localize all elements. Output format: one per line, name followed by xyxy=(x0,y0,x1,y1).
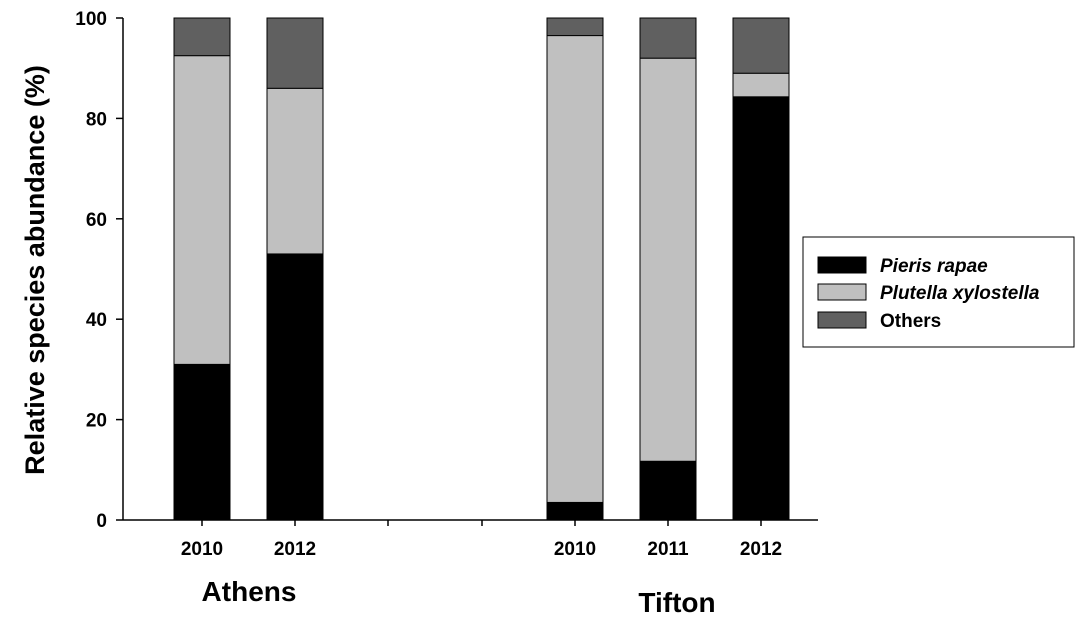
bar-segment-tifton-2010-s2 xyxy=(546,17,604,37)
bar-segment-tifton-2011-s2 xyxy=(639,17,697,59)
x-tick-label: 2010 xyxy=(554,539,596,560)
group-label-tifton: Tifton xyxy=(638,587,715,618)
bar-segment-athens-2010-s1 xyxy=(173,55,231,365)
x-tick-label: 2010 xyxy=(181,539,223,560)
y-axis-title: Relative species abundance (%) xyxy=(20,65,50,475)
legend-label: Pieris rapae xyxy=(880,256,988,277)
bar-segment-athens-2012-s1 xyxy=(266,87,324,255)
bar-segment-tifton-2012-s0 xyxy=(732,96,790,521)
legend-swatch xyxy=(817,283,867,301)
x-tick-label: 2012 xyxy=(274,539,316,560)
bar-segment-athens-2010-s2 xyxy=(173,17,231,57)
y-tick-label: 40 xyxy=(86,310,107,331)
bar-segment-athens-2012-s0 xyxy=(266,253,324,521)
legend: Pieris rapae Plutella xylostella Others xyxy=(802,236,1075,348)
y-tick-label: 0 xyxy=(96,511,107,532)
axes-layer xyxy=(122,18,818,521)
x-ticks: 2010 2012 2010 2011 2012 xyxy=(181,520,782,560)
y-tick-label: 100 xyxy=(75,9,107,30)
legend-swatch xyxy=(817,311,867,329)
x-tick-label: 2012 xyxy=(740,539,782,560)
bars-layer xyxy=(173,17,790,521)
bar-segment-tifton-2010-s0 xyxy=(546,501,604,521)
bar-segment-tifton-2011-s0 xyxy=(639,460,697,521)
y-tick-label: 80 xyxy=(86,109,107,130)
y-tick-label: 60 xyxy=(86,210,107,231)
bar-segment-tifton-2012-s2 xyxy=(732,17,790,74)
legend-label: Others xyxy=(880,311,941,332)
bar-segment-tifton-2012-s1 xyxy=(732,72,790,98)
x-tick-label: 2011 xyxy=(647,539,689,560)
bar-segment-athens-2012-s2 xyxy=(266,17,324,89)
bar-segment-tifton-2011-s1 xyxy=(639,57,697,462)
bar-segment-tifton-2010-s1 xyxy=(546,35,604,503)
legend-swatch xyxy=(817,256,867,274)
y-ticks: 0 20 40 60 80 100 xyxy=(75,9,123,532)
legend-label: Plutella xylostella xyxy=(880,283,1040,304)
group-label-athens: Athens xyxy=(202,576,297,607)
y-tick-label: 20 xyxy=(86,411,107,432)
bar-segment-athens-2010-s0 xyxy=(173,363,231,521)
